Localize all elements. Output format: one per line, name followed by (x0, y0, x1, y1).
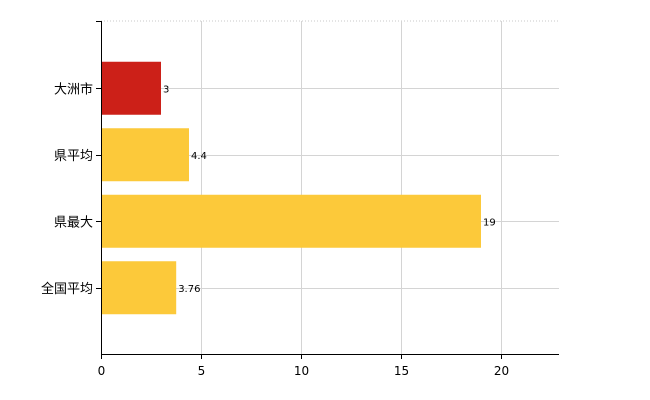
grid (101, 20, 559, 354)
bar-0 (101, 61, 161, 115)
category-label-2: 県最大 (54, 215, 93, 230)
value-label-1: 4.4 (191, 151, 207, 162)
x-tick-label-1: 5 (198, 364, 206, 378)
category-label-1: 県平均 (54, 149, 93, 164)
value-label-3: 3.76 (178, 284, 200, 295)
category-label-0: 大洲市 (54, 81, 93, 97)
value-label-0: 3 (163, 84, 169, 95)
bar-1 (101, 128, 189, 182)
category-label-3: 全国平均 (41, 281, 93, 297)
x-tick-label-0: 0 (98, 364, 106, 378)
value-label-2: 19 (483, 217, 496, 228)
bar-2 (101, 194, 481, 248)
bars (101, 61, 481, 315)
bar-3 (101, 261, 177, 315)
x-tick-label-4: 20 (494, 364, 509, 378)
labels: 3 大洲市 4.4 県平均 19 県最大 3.76 全国平均 0 5 10 15 20 (41, 81, 509, 378)
x-tick-label-3: 15 (394, 364, 409, 378)
axes (96, 21, 559, 359)
x-tick-label-2: 10 (294, 364, 309, 378)
